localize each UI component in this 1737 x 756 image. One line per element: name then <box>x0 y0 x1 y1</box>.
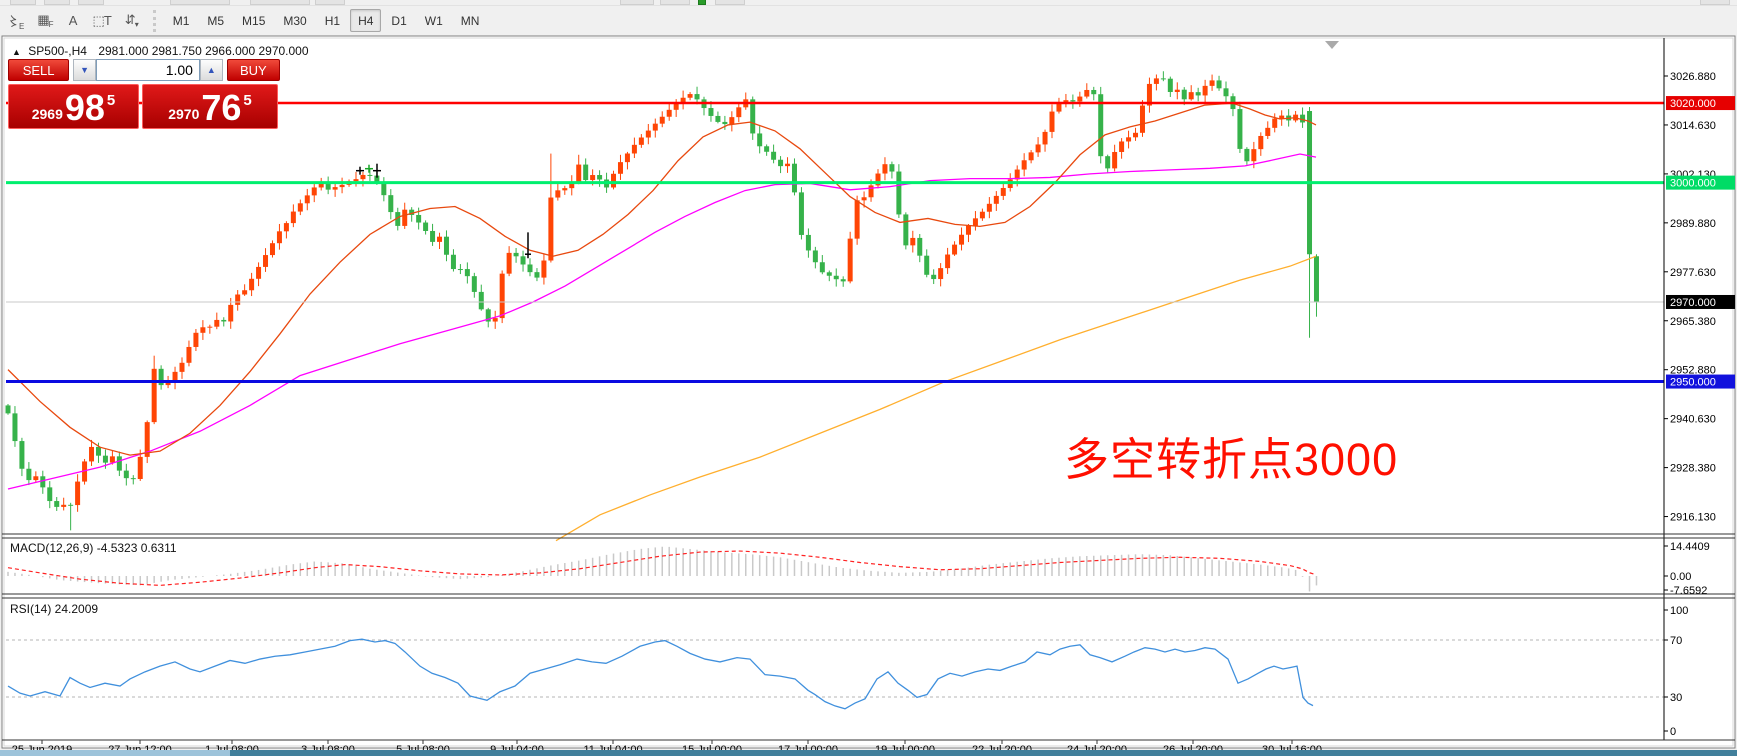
bid-price-pips: 5 <box>106 92 116 109</box>
symbol-period-label: SP500-,H4 <box>28 44 87 58</box>
rsi-panel: 100 70 30 0 <box>7 605 1688 738</box>
price-badge-label: 2950.000 <box>1670 377 1716 389</box>
panel-separators <box>2 533 1735 741</box>
arrows-objects-tool-button[interactable]: ⇵▾ <box>119 9 144 32</box>
macd-tick-label: -7.6592 <box>1670 585 1707 597</box>
text-box-tool-icon: ⬚T <box>92 12 112 28</box>
timeframe-mn-button[interactable]: MN <box>460 13 480 28</box>
toolbar-button-stub <box>44 0 70 5</box>
sell-button[interactable]: SELL <box>8 59 70 81</box>
price-badge <box>1666 175 1735 190</box>
chart-markers <box>356 41 1339 259</box>
macd-tick-label: 0.00 <box>1670 571 1691 583</box>
toolbar-separator <box>152 9 160 32</box>
price-badge-label: 2970.000 <box>1670 297 1716 309</box>
one-click-trading-panel: SELL ▼ ▲ BUY 2969 98 5 2970 76 5 <box>8 59 281 129</box>
ask-price-prefix: 2970 <box>168 106 200 122</box>
chart-text-annotation[interactable]: 多空转折点3000 <box>1064 434 1399 485</box>
candles-layer <box>5 71 1319 531</box>
rsi-tick-label: 100 <box>1670 605 1688 617</box>
timeframe-h1-button[interactable]: H1 <box>324 13 341 28</box>
rsi-level-lines <box>6 639 1664 698</box>
ma-slow-line <box>7 153 1317 490</box>
bid-price-big: 98 <box>64 87 105 128</box>
chart-shift-triangle-icon[interactable] <box>1325 41 1339 49</box>
timeframe-m5-button[interactable]: M5 <box>207 13 225 28</box>
price-tick-label: 2989.880 <box>1670 218 1716 230</box>
ma-fast-line <box>7 102 1317 456</box>
timeframe-m30-button[interactable]: M30 <box>283 13 307 28</box>
timeframe-m1-button[interactable]: M1 <box>172 13 190 28</box>
toolbar-button-stub <box>78 0 104 5</box>
text-label-tool-button[interactable]: A <box>61 9 85 32</box>
grid-fibo-tool-button[interactable]: ▦F <box>31 9 58 32</box>
ask-price-big: 76 <box>201 87 242 128</box>
price-badge <box>1666 374 1735 389</box>
volume-input[interactable] <box>95 59 200 81</box>
status-strip <box>0 750 1737 756</box>
price-tick-label: 2965.380 <box>1670 316 1716 328</box>
timeframe-m15-button[interactable]: M15 <box>242 13 266 28</box>
timeframe-w1-button[interactable]: W1 <box>424 13 443 28</box>
toolbar-button-stub <box>315 0 345 5</box>
price-axis: 3026.8803014.6303002.1302989.8802977.630… <box>1663 38 1735 740</box>
ohlc-values: 2981.000 2981.750 2966.000 2970.000 <box>98 44 309 58</box>
bid-price-box[interactable]: 2969 98 5 <box>8 84 139 129</box>
crosshair-style-tool-icon: 〻E <box>7 13 24 31</box>
rsi-indicator-label: RSI(14) 24.2009 <box>10 602 99 616</box>
price-badge <box>1666 294 1735 309</box>
price-tick-label: 2928.380 <box>1670 463 1716 475</box>
price-tick-label: 2977.630 <box>1670 267 1716 279</box>
toolbar-row-partial <box>0 0 1737 6</box>
ask-price-pips: 5 <box>243 92 252 109</box>
collapse-arrow-icon[interactable]: ▲ <box>12 47 21 57</box>
rsi-tick-label: 0 <box>1670 726 1676 738</box>
rsi-tick-label: 70 <box>1670 635 1682 647</box>
price-tick-label: 2940.630 <box>1670 414 1716 426</box>
toolbar-button-stub <box>698 0 706 5</box>
toolbar: 〻E ▦F A ⬚T ⇵▾ M1 M5 M15 M30 H1 H4 D1 W1 MN <box>0 6 1737 35</box>
macd-panel: 14.4409 0.00 -7.6592 <box>7 541 1710 597</box>
buy-button[interactable]: BUY <box>226 59 281 81</box>
price-badge-label: 3020.000 <box>1670 98 1716 110</box>
price-tick-label: 3014.630 <box>1670 120 1716 132</box>
status-strip-segment <box>0 750 230 756</box>
text-box-tool-button[interactable]: ⬚T <box>87 9 117 32</box>
toolbar-button-stub <box>10 0 36 5</box>
toolbar-button-stub <box>1700 0 1730 5</box>
arrows-objects-tool-icon: ⇵▾ <box>124 12 139 29</box>
price-badge-label: 3000.000 <box>1670 178 1716 190</box>
toolbar-button-stub <box>250 0 310 5</box>
timeframe-d1-button[interactable]: D1 <box>391 13 407 28</box>
bid-price-prefix: 2969 <box>31 106 63 122</box>
price-tick-label: 2952.880 <box>1670 365 1716 377</box>
toolbar-button-stub <box>620 0 654 5</box>
macd-tick-label: 14.4409 <box>1670 541 1710 553</box>
text-label-tool-icon: A <box>68 13 78 28</box>
price-tick-label: 3026.880 <box>1670 71 1716 83</box>
macd-indicator-label: MACD(12,26,9) -4.5323 0.6311 <box>10 541 177 555</box>
rsi-tick-label: 30 <box>1670 692 1682 704</box>
volume-increase-button[interactable]: ▲ <box>199 59 223 81</box>
toolbar-button-stub <box>660 0 690 5</box>
price-badge <box>1666 96 1735 111</box>
toolbar-button-stub <box>715 0 745 5</box>
horizontal-lines <box>6 101 1664 384</box>
crosshair-style-tool-button[interactable]: 〻E <box>1 9 29 32</box>
timeframe-h4-button[interactable]: H4 <box>350 9 382 32</box>
ask-price-box[interactable]: 2970 76 5 <box>142 84 278 129</box>
volume-decrease-button[interactable]: ▼ <box>73 59 96 81</box>
price-tick-label: 2916.130 <box>1670 512 1716 524</box>
chart-title: ▲ SP500-,H4 2981.000 2981.750 2966.000 2… <box>12 44 309 58</box>
grid-fibo-tool-icon: ▦F <box>37 12 53 29</box>
toolbar-button-stub <box>170 0 230 5</box>
